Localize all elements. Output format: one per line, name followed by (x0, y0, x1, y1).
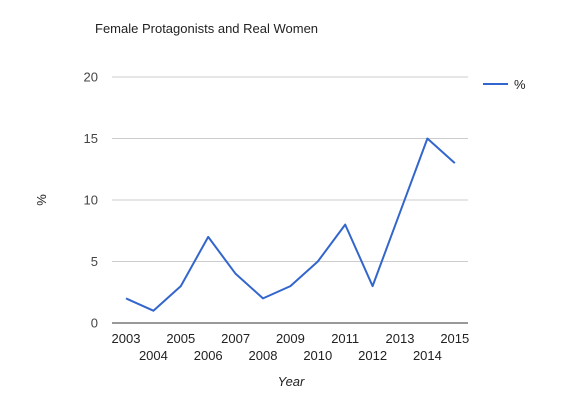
y-tick-label: 20 (84, 70, 98, 85)
x-tick-label: 2014 (413, 348, 442, 363)
data-point[interactable] (287, 283, 293, 289)
data-point[interactable] (205, 234, 211, 240)
data-point[interactable] (370, 283, 376, 289)
x-tick-label: 2010 (303, 348, 332, 363)
y-axis-ticks: 0 5 10 15 20 (84, 70, 98, 331)
data-point[interactable] (315, 259, 321, 265)
y-tick-label: 5 (91, 254, 98, 269)
x-tick-label: 2003 (112, 331, 141, 346)
data-point[interactable] (150, 308, 156, 314)
series-layer (123, 136, 458, 314)
x-axis-ticks: 2003 2004 2005 2006 2007 2008 2009 2010 2011 2012… (112, 331, 470, 363)
x-tick-label: 2015 (440, 331, 469, 346)
x-tick-label: 2008 (249, 348, 278, 363)
y-tick-label: 10 (84, 193, 98, 208)
x-axis-label: Year (278, 374, 305, 389)
x-tick-label: 2009 (276, 331, 305, 346)
y-tick-label: 15 (84, 131, 98, 146)
series-line[interactable] (125, 137, 456, 312)
gridlines (112, 76, 468, 324)
data-point[interactable] (123, 295, 129, 301)
data-point[interactable] (178, 283, 184, 289)
x-tick-label: 2005 (166, 331, 195, 346)
data-point[interactable] (260, 295, 266, 301)
x-tick-label: 2013 (386, 331, 415, 346)
x-tick-label: 2007 (221, 331, 250, 346)
legend-label: % (514, 77, 526, 92)
x-tick-label: 2012 (358, 348, 387, 363)
data-point[interactable] (452, 160, 458, 166)
data-point[interactable] (342, 222, 348, 228)
chart-title: Female Protagonists and Real Women (95, 21, 318, 36)
x-tick-label: 2004 (139, 348, 168, 363)
data-point[interactable] (397, 209, 403, 215)
x-tick-label: 2006 (194, 348, 223, 363)
y-axis-label: % (34, 194, 49, 206)
legend[interactable]: % (483, 77, 526, 92)
data-point[interactable] (233, 271, 239, 277)
data-point[interactable] (424, 136, 430, 142)
x-tick-label: 2011 (331, 331, 359, 346)
y-tick-label: 0 (91, 316, 98, 331)
